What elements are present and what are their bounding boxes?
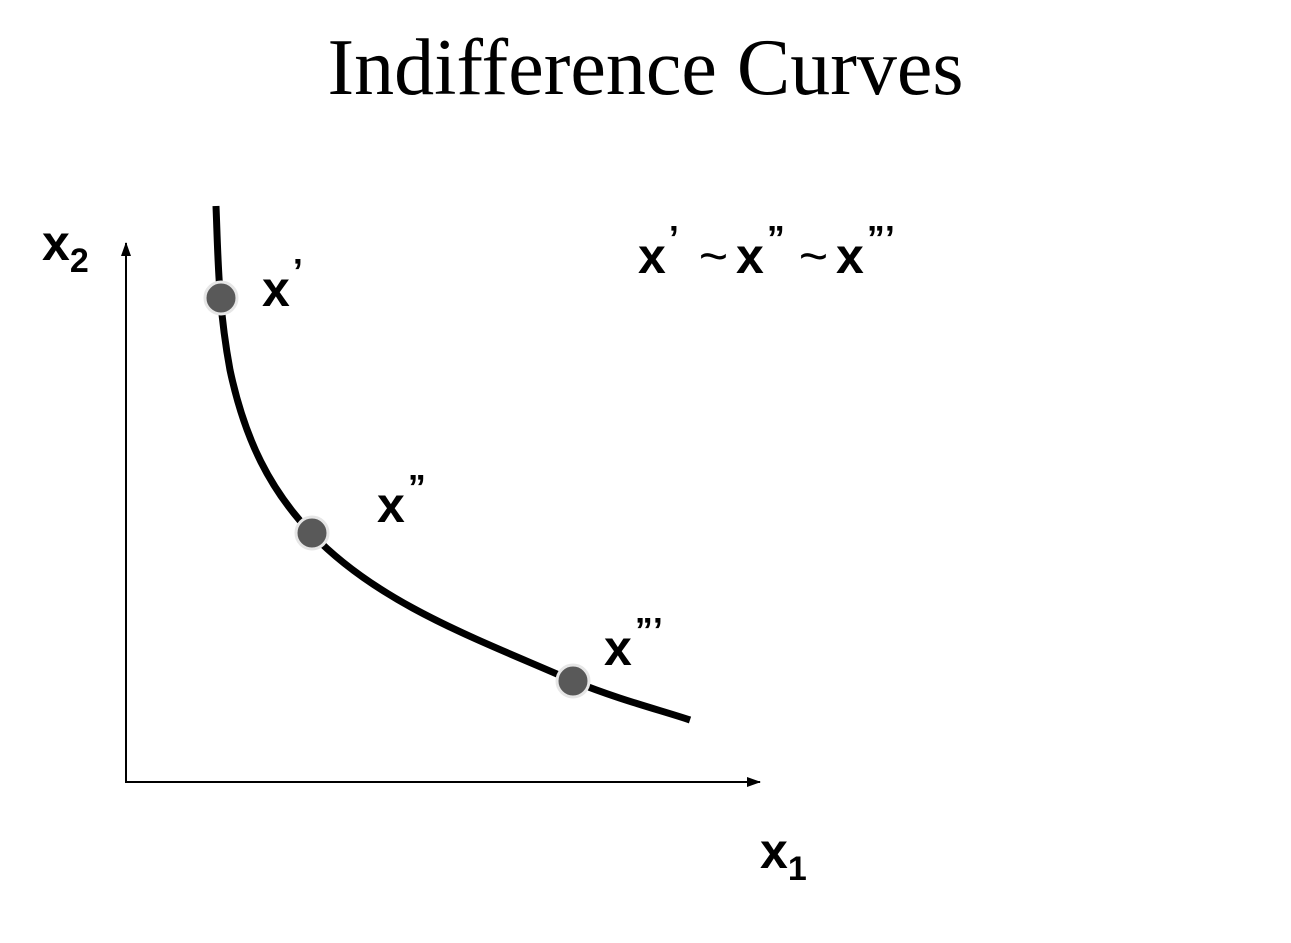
indifference-relation: x’ ~ x” ~ x”’ xyxy=(638,218,895,284)
label-x-triple-prime: x”’ xyxy=(604,610,663,676)
label-x-prime: x’ xyxy=(262,251,303,317)
relation-operator-2: ~ xyxy=(799,228,828,284)
label-x-double-prime-primes: ” xyxy=(408,467,426,508)
label-x-double-prime-base: x xyxy=(377,477,405,533)
point-x-prime xyxy=(203,280,239,316)
y-axis-label: x2 xyxy=(42,215,89,280)
point-x-triple-prime xyxy=(555,663,591,699)
label-x-prime-primes: ’ xyxy=(293,251,303,292)
point-x-double-prime xyxy=(294,515,330,551)
x-axis-label-subscript: 1 xyxy=(788,850,807,888)
label-x-triple-prime-primes: ”’ xyxy=(635,610,663,651)
x-axis-label: x1 xyxy=(760,823,807,888)
relation-term-3: x xyxy=(836,228,864,284)
relation-primes-1: ’ xyxy=(669,218,679,259)
x-axis-label-base: x xyxy=(760,823,788,879)
relation-primes-3: ”’ xyxy=(867,218,895,259)
y-axis-label-subscript: 2 xyxy=(70,242,89,280)
slide-title: Indifference Curves xyxy=(327,24,964,112)
y-axis-label-base: x xyxy=(42,215,70,271)
relation-primes-2: ” xyxy=(767,218,785,259)
relation-operator-1: ~ xyxy=(699,228,728,284)
label-x-double-prime: x” xyxy=(377,467,426,533)
relation-term-1: x xyxy=(638,228,666,284)
relation-term-2: x xyxy=(736,228,764,284)
label-x-triple-prime-base: x xyxy=(604,620,632,676)
label-x-prime-base: x xyxy=(262,261,290,317)
